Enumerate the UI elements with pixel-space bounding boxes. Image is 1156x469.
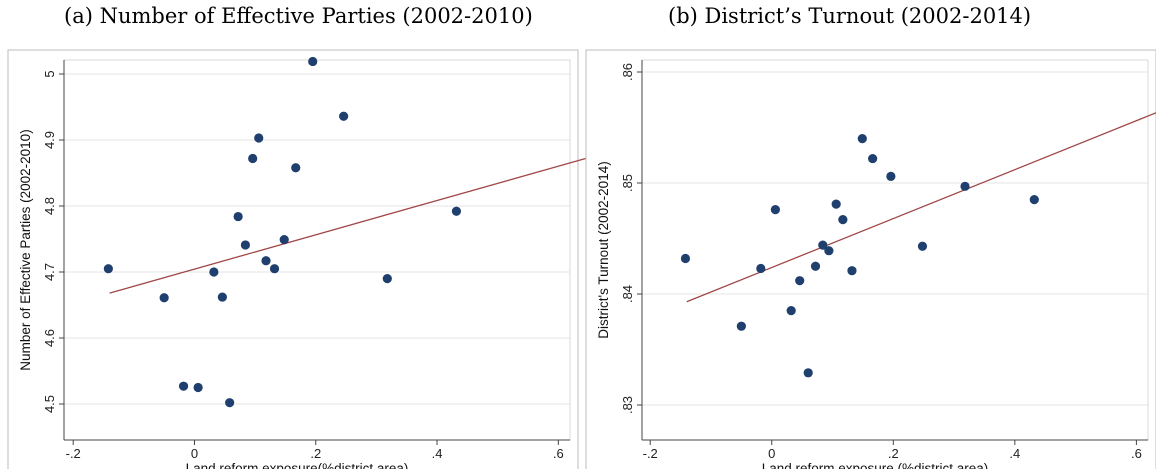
data-point xyxy=(233,211,243,222)
data-point xyxy=(803,368,813,378)
data-point xyxy=(818,240,828,250)
x-tick-label: 0 xyxy=(191,446,198,461)
data-point xyxy=(451,206,462,216)
data-point xyxy=(209,267,219,277)
data-point xyxy=(240,240,251,250)
data-point xyxy=(217,292,227,302)
y-tick-label: 5 xyxy=(42,70,57,77)
data-point xyxy=(279,235,289,245)
data-point xyxy=(339,111,349,121)
x-tick-label: .2 xyxy=(888,446,899,461)
y-tick-label: .86 xyxy=(620,63,635,81)
data-point xyxy=(857,134,867,144)
data-point xyxy=(269,264,280,274)
y-tick-label: 4.9 xyxy=(42,131,57,149)
x-axis-label: Land reform exposure (%district area) xyxy=(762,461,989,469)
data-point xyxy=(886,171,896,181)
x-tick-label: -.2 xyxy=(643,446,658,461)
data-point xyxy=(824,246,834,256)
plot-area xyxy=(63,59,571,441)
data-point xyxy=(680,253,691,264)
fit-line xyxy=(109,153,603,294)
y-tick-label: .85 xyxy=(620,174,635,192)
data-point xyxy=(291,163,301,173)
data-point xyxy=(382,274,392,284)
plot-area xyxy=(641,59,1149,441)
data-point xyxy=(786,306,796,316)
x-tick-label: .6 xyxy=(1131,446,1142,461)
data-point xyxy=(831,199,841,209)
chart-panel-2: .83 .84 .85 .86 -.2 0 .2 .4 .6 Land reform exposu… xyxy=(585,49,1156,469)
y-tick-label: .84 xyxy=(620,285,635,303)
data-point xyxy=(225,398,235,408)
data-point xyxy=(917,241,928,251)
y-axis-label: Number of Effective Parties (2002-2010) xyxy=(18,129,33,370)
data-point xyxy=(838,215,848,225)
data-point xyxy=(770,205,780,215)
data-point xyxy=(847,266,857,276)
y-tick-label: 4.7 xyxy=(42,263,57,281)
data-point xyxy=(756,263,766,274)
y-tick-label: 4.5 xyxy=(42,395,57,413)
x-tick-label: .2 xyxy=(310,446,321,461)
x-axis-label: Land reform exposure(%district area) xyxy=(186,461,409,469)
data-point xyxy=(193,382,203,393)
caption-right: (b) District’s Turnout (2002-2014) xyxy=(668,4,1032,28)
y-axis-label: District's Turnout (2002-2014) xyxy=(596,161,611,338)
data-point xyxy=(308,56,318,67)
x-tick-label: .4 xyxy=(1009,446,1020,461)
x-tick-label: .4 xyxy=(432,446,443,461)
y-tick-label: .83 xyxy=(620,396,635,414)
data-point xyxy=(254,133,264,143)
y-tick-label: 4.6 xyxy=(42,329,57,347)
data-point xyxy=(795,276,805,286)
x-tick-label: -.2 xyxy=(66,446,81,461)
data-point xyxy=(736,321,746,331)
chart-panel-1: 4.5 4.6 4.7 4.8 4.9 5 -.2 0 .2 .4 .6 Land reform ex… xyxy=(7,49,607,469)
fit-line xyxy=(686,112,1156,303)
data-point xyxy=(1029,195,1039,205)
data-point xyxy=(960,181,970,191)
data-point xyxy=(261,256,271,266)
caption-left: (a) Number of Effective Parties (2002-20… xyxy=(64,4,533,28)
data-point xyxy=(159,293,169,303)
x-tick-label: .6 xyxy=(553,446,564,461)
y-tick-label: 4.8 xyxy=(42,197,57,215)
data-point xyxy=(868,153,878,164)
data-point xyxy=(810,261,821,271)
data-point xyxy=(248,153,258,164)
data-point xyxy=(178,381,189,391)
x-tick-label: 0 xyxy=(768,446,775,461)
data-point xyxy=(103,264,113,274)
